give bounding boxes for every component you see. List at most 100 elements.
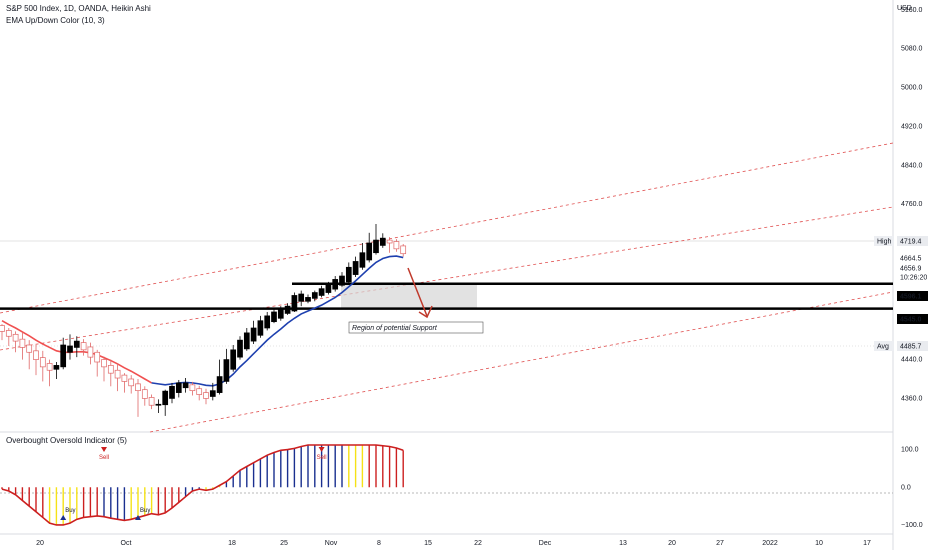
price-tick-label: 4760.0 (901, 201, 923, 208)
candle-body (162, 390, 169, 406)
price-badge-value: 4485.7 (900, 344, 922, 351)
candle-body (400, 245, 407, 255)
candle-body (264, 315, 271, 329)
sell-label: Sell (317, 455, 327, 461)
time-tick-label: 13 (619, 540, 627, 547)
price-badge-value: 10:26:20 (900, 275, 927, 282)
trend-line (0, 206, 894, 351)
candle-body (182, 382, 189, 389)
buy-marker (135, 515, 141, 520)
time-tick-label: 25 (280, 540, 288, 547)
candle-body (80, 342, 87, 351)
candle-body (203, 392, 209, 399)
projection-arrowhead (418, 305, 433, 319)
price-badge-tag-box (874, 236, 894, 246)
oscillator-title[interactable]: Overbought Oversold Indicator (5) (6, 436, 127, 445)
candle-body (298, 293, 305, 302)
price-badge-tag-box (874, 341, 894, 351)
price-badge-value: 4656.9 (900, 266, 922, 273)
candle-body (169, 385, 175, 399)
candle-body (311, 292, 318, 299)
price-tick-label: 4840.0 (901, 162, 923, 169)
candle-body (237, 339, 243, 358)
candle-body (271, 311, 277, 323)
buy-label: Buy (65, 508, 75, 514)
candle-body (277, 308, 284, 319)
candle-body (12, 333, 19, 342)
candle-body (393, 241, 400, 250)
trend-line (0, 142, 894, 314)
currency-label: USD (897, 5, 912, 12)
candle-body (46, 363, 53, 371)
price-tick-label: 5000.0 (901, 85, 923, 92)
symbol-title[interactable]: S&P 500 Index, 1D, OANDA, Heikin Ashi (6, 4, 151, 13)
candle-body (243, 332, 250, 350)
price-badge (897, 236, 928, 246)
candle-body (339, 275, 345, 286)
candle-body (101, 359, 107, 368)
candle-body (94, 351, 101, 363)
price-badge-value: 4719.4 (900, 239, 922, 246)
candle-body (305, 297, 311, 302)
time-tick-label: Nov (325, 540, 338, 547)
candle-body (73, 340, 80, 348)
projection-arrow (407, 267, 428, 317)
sell-marker (101, 447, 107, 452)
oscillator-tick-label: −100.0 (901, 522, 923, 529)
candle-body (39, 357, 46, 368)
candle-body (60, 344, 67, 368)
time-tick-label: 8 (377, 540, 381, 547)
time-tick-label: 15 (424, 540, 432, 547)
time-tick-label: 2022 (762, 540, 778, 547)
candle-body (230, 349, 237, 370)
ema-indicator-label[interactable]: EMA Up/Down Color (10, 3) (6, 16, 105, 25)
candle-body (114, 369, 121, 379)
candle-body (216, 376, 223, 393)
candle-body (359, 252, 366, 268)
candle-body (53, 365, 60, 370)
time-tick-label: 17 (863, 540, 871, 547)
time-tick-label: 20 (668, 540, 676, 547)
candle-body (141, 389, 148, 399)
time-tick-label: 22 (474, 540, 482, 547)
price-badge-value: 4545.0 (900, 317, 922, 324)
sell-label: Sell (99, 455, 109, 461)
candle-body (26, 344, 33, 353)
sell-marker (318, 447, 325, 452)
candle-body (107, 365, 114, 374)
price-badge (897, 341, 928, 351)
price-tick-label: 4920.0 (901, 123, 923, 130)
support-label: Region of potential Support (352, 325, 438, 332)
candle-body (189, 384, 196, 392)
candle-body (67, 345, 73, 353)
support-zone (341, 283, 477, 309)
candle-body (135, 383, 141, 392)
candle-body (175, 382, 182, 393)
price-badge-tag: Avg (877, 344, 889, 351)
price-badge-value: 4664.5 (900, 256, 922, 263)
candle-body (345, 266, 352, 283)
candle-body (19, 338, 26, 348)
candle-body (155, 403, 162, 406)
price-tick-label: 4440.0 (901, 357, 923, 364)
candle-body (332, 279, 339, 290)
trend-line (149, 291, 894, 433)
candle-body (257, 320, 264, 336)
candle-body (366, 242, 373, 261)
price-tick-label: 4360.0 (901, 395, 923, 402)
candle-body (33, 350, 39, 360)
price-tick-label: 5080.0 (901, 46, 923, 53)
price-badge (897, 291, 928, 301)
time-tick-label: 27 (716, 540, 724, 547)
price-tick-label: 5160.0 (901, 7, 923, 14)
candle-body (284, 305, 291, 314)
buy-marker (60, 515, 67, 520)
price-badge-tag: High (877, 239, 892, 246)
support-label-box (348, 321, 484, 334)
candle-body (0, 325, 5, 332)
time-tick-label: Dec (539, 540, 552, 547)
candle-body (318, 288, 325, 296)
candle-body (386, 239, 393, 244)
